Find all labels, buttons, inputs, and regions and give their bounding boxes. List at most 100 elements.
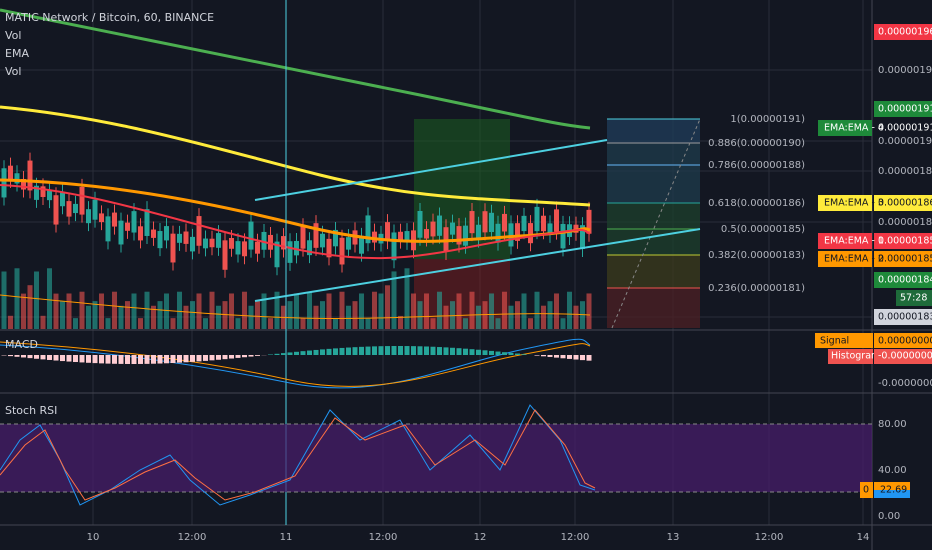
macd-value: 0.00000000 xyxy=(878,336,932,347)
indicator-label: Vol xyxy=(5,29,21,42)
candle-body xyxy=(554,209,559,232)
histogram-bar xyxy=(456,348,462,355)
volume-bar xyxy=(125,301,130,329)
histogram-bar xyxy=(255,355,260,356)
stoch-k xyxy=(0,404,596,506)
histogram-bar xyxy=(508,352,514,355)
candle-body xyxy=(8,165,13,180)
volume-ma xyxy=(0,294,591,320)
ema-label: EMA:EMA - 1 xyxy=(824,236,884,247)
candle-body xyxy=(404,231,410,242)
volume-bar xyxy=(8,315,13,329)
candle-body xyxy=(157,231,163,249)
candle-body xyxy=(391,232,397,261)
volume-bar xyxy=(40,315,46,329)
candle-body xyxy=(268,234,273,250)
candle-body xyxy=(118,220,124,245)
histogram-bar xyxy=(40,355,46,360)
histogram-bar xyxy=(326,348,332,355)
volume-bar xyxy=(541,305,546,329)
volume-bar xyxy=(209,291,215,329)
time-label: 12:00 xyxy=(561,532,590,543)
price-label: 0.00000194 xyxy=(878,65,932,76)
fib-labels: 1(0.00000191) 0.886(0.00000190) 0.786(0.… xyxy=(708,114,805,294)
histogram-bar xyxy=(391,346,397,355)
candle-body xyxy=(534,206,540,232)
volume-bar xyxy=(164,293,169,329)
candle-body xyxy=(21,178,26,190)
volume-bar xyxy=(417,301,423,329)
candle-body xyxy=(450,222,455,235)
volume-bar xyxy=(53,293,59,329)
volume-bar xyxy=(242,291,247,329)
time-axis: 10 12:00 11 12:00 12 12:00 13 12:00 14 xyxy=(87,532,870,543)
histogram-bar xyxy=(424,346,429,355)
stoch-value: 22.69 xyxy=(880,485,907,496)
candle-body xyxy=(326,238,332,258)
fib-zone xyxy=(607,288,700,328)
histogram-bar xyxy=(105,355,111,364)
candle-body xyxy=(274,241,280,268)
histogram-bar xyxy=(534,355,540,356)
histogram-bar xyxy=(164,355,169,364)
macd-axis-label: -0.00000001 xyxy=(878,378,932,389)
candle-body xyxy=(47,190,52,201)
volume-bar xyxy=(60,301,65,329)
histogram-bar xyxy=(515,353,520,355)
price-badge xyxy=(874,24,932,40)
histogram-bar xyxy=(274,353,280,355)
volume-bar xyxy=(138,318,143,329)
candle-body xyxy=(177,233,182,243)
price-label: 0.00000188 xyxy=(878,166,932,177)
volume-bar xyxy=(196,293,202,329)
histogram-bar xyxy=(60,355,65,362)
candle-body xyxy=(1,168,7,198)
histogram-bar xyxy=(138,355,143,364)
candle-body xyxy=(203,238,208,249)
volume-bar xyxy=(424,293,429,329)
histogram-bar xyxy=(216,355,221,360)
volume-bar xyxy=(79,291,85,329)
fib-zone xyxy=(607,119,700,143)
macd-label: Signal xyxy=(820,336,849,347)
histogram-bar xyxy=(21,355,26,358)
stoch-d xyxy=(0,409,596,501)
candle-body xyxy=(196,216,202,246)
histogram-bar xyxy=(248,355,254,357)
histogram-bar xyxy=(541,355,546,357)
volume-bar xyxy=(320,301,325,329)
volume-bar xyxy=(183,305,189,329)
volume-bar xyxy=(430,318,436,329)
volume-bar xyxy=(528,318,533,329)
volume-bar xyxy=(99,293,104,329)
volume-bar xyxy=(216,305,221,329)
candle-body xyxy=(430,221,436,237)
volume-bar xyxy=(502,291,507,329)
histogram-bar xyxy=(560,355,566,359)
histogram-bar xyxy=(359,346,364,355)
volume-bar xyxy=(157,301,163,329)
histogram-bar xyxy=(378,346,384,355)
ema-4 xyxy=(0,8,591,130)
fib-lines xyxy=(607,118,700,289)
histogram-bar xyxy=(170,355,176,364)
candle-body xyxy=(294,240,299,256)
price-label: 0.00000186 xyxy=(878,198,932,209)
fib-label: 0.5(0.00000185) xyxy=(721,224,805,235)
histogram-bar xyxy=(476,349,481,355)
volume-bar xyxy=(27,285,33,329)
histogram-bar xyxy=(27,355,33,359)
volume-bar xyxy=(404,268,410,329)
volume-bar xyxy=(443,305,449,329)
volume-bar xyxy=(365,318,371,329)
volume-bar xyxy=(222,301,228,329)
volume-bar xyxy=(489,293,494,329)
candle-body xyxy=(365,215,371,244)
volume-bar xyxy=(274,291,280,329)
countdown: 57:28 xyxy=(900,293,927,304)
histogram-bar xyxy=(346,347,351,355)
volume-bar xyxy=(450,301,455,329)
volume-bar xyxy=(47,268,52,329)
candle-body xyxy=(560,223,566,249)
